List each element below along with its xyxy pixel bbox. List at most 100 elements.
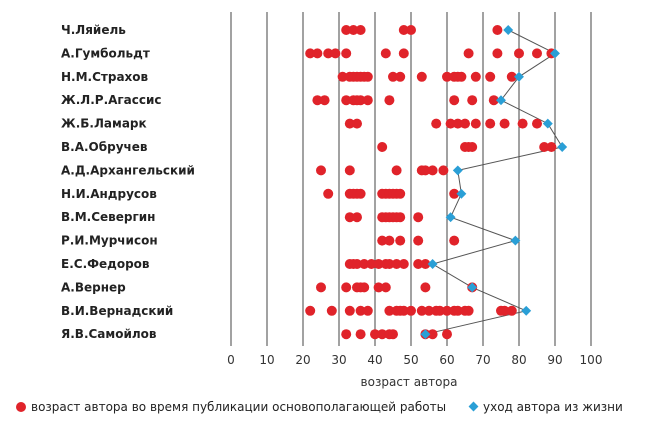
death-marker bbox=[514, 71, 524, 82]
death-marker bbox=[521, 305, 532, 316]
publication-point bbox=[395, 188, 406, 199]
publication-point bbox=[532, 118, 542, 129]
death-marker bbox=[456, 188, 467, 199]
publication-point bbox=[413, 235, 424, 246]
publication-point bbox=[442, 71, 452, 82]
publication-point bbox=[377, 142, 388, 152]
author-labels: Ч.Ляйель А.Гумбольдт Н.М.Страхов Ж.Л.Р.Агас… bbox=[61, 23, 195, 341]
publication-point bbox=[330, 48, 341, 59]
legend-death-label: уход автора из жизни bbox=[483, 400, 623, 414]
publication-point bbox=[463, 305, 474, 316]
publication-point bbox=[492, 48, 503, 59]
death-marker bbox=[557, 142, 568, 152]
legend: возраст автора во время публикации основ… bbox=[16, 400, 623, 414]
publication-point bbox=[398, 259, 409, 269]
publication-point bbox=[460, 118, 470, 129]
publication-point bbox=[424, 305, 434, 316]
publication-point bbox=[391, 259, 402, 269]
publication-point bbox=[323, 48, 334, 59]
author-label: Я.В.Самойлов bbox=[61, 327, 157, 341]
publication-point bbox=[362, 305, 373, 316]
legend-death-marker bbox=[468, 401, 479, 412]
publication-point bbox=[416, 305, 427, 316]
publication-point bbox=[499, 118, 510, 129]
publication-point bbox=[517, 118, 528, 129]
publication-point bbox=[380, 282, 391, 293]
publication-point bbox=[470, 71, 481, 82]
publication-point bbox=[506, 71, 517, 82]
publication-point bbox=[352, 118, 362, 129]
x-tick-label-100: 100 bbox=[580, 353, 603, 367]
publication-point bbox=[452, 305, 463, 316]
publication-point bbox=[406, 25, 416, 35]
publication-point bbox=[323, 188, 334, 199]
author-label: Н.М.Страхов bbox=[61, 70, 149, 84]
publication-point bbox=[532, 48, 542, 59]
death-marker bbox=[503, 25, 514, 35]
publication-point bbox=[312, 48, 323, 59]
publication-point bbox=[492, 25, 503, 35]
death-marker bbox=[445, 212, 456, 223]
publication-point bbox=[380, 48, 391, 59]
publication-point bbox=[467, 142, 478, 152]
x-tick-label-60: 60 bbox=[439, 353, 454, 367]
publication-point bbox=[341, 282, 352, 293]
death-marker bbox=[420, 329, 431, 340]
publication-point bbox=[485, 118, 496, 129]
author-label: А.Вернер bbox=[61, 280, 126, 294]
publication-point bbox=[341, 48, 352, 59]
publication-point bbox=[427, 329, 438, 340]
author-label: В.А.Обручев bbox=[61, 140, 148, 154]
author-label: Е.С.Федоров bbox=[61, 257, 150, 271]
publication-point bbox=[344, 212, 355, 223]
publication-point bbox=[449, 188, 460, 199]
publication-point bbox=[449, 235, 460, 246]
publication-point bbox=[413, 212, 424, 223]
publication-point bbox=[352, 212, 362, 223]
author-label: Н.И.Андрусов bbox=[61, 187, 157, 201]
publication-point bbox=[355, 95, 366, 106]
publication-point bbox=[344, 118, 355, 129]
publication-point bbox=[506, 305, 517, 316]
death-marker bbox=[496, 95, 506, 106]
publication-point bbox=[377, 235, 388, 246]
publication-point bbox=[326, 305, 337, 316]
publication-point bbox=[362, 71, 373, 82]
publication-point bbox=[395, 212, 406, 223]
publication-point bbox=[355, 25, 366, 35]
x-tick-label-10: 10 bbox=[259, 353, 274, 367]
publication-point bbox=[427, 165, 438, 176]
publication-point bbox=[370, 329, 380, 340]
publication-point bbox=[388, 71, 398, 82]
publication-point bbox=[395, 235, 406, 246]
publication-point bbox=[470, 118, 481, 129]
publication-point bbox=[463, 48, 474, 59]
publication-point bbox=[445, 118, 456, 129]
publication-point bbox=[355, 329, 366, 340]
publication-point bbox=[398, 48, 409, 59]
publication-point bbox=[406, 305, 416, 316]
publication-point bbox=[442, 329, 452, 340]
publication-point bbox=[355, 188, 366, 199]
author-label: В.И.Вернадский bbox=[61, 304, 173, 318]
publication-point bbox=[449, 95, 460, 106]
x-tick-label-0: 0 bbox=[227, 353, 235, 367]
x-axis-ticks: 0 10 20 30 40 50 60 70 80 90 100 bbox=[227, 353, 602, 367]
publication-point bbox=[416, 71, 427, 82]
publication-point bbox=[341, 329, 352, 340]
publication-point bbox=[305, 305, 316, 316]
grid-lines bbox=[230, 12, 592, 346]
death-line bbox=[425, 29, 563, 335]
publication-point bbox=[431, 118, 442, 129]
publication-point bbox=[391, 165, 402, 176]
publication-point bbox=[348, 25, 359, 35]
publication-point bbox=[442, 305, 452, 316]
publication-point bbox=[485, 71, 496, 82]
publication-point bbox=[362, 95, 373, 106]
publication-point bbox=[305, 48, 316, 59]
x-tick-label-90: 90 bbox=[547, 353, 562, 367]
death-marker bbox=[550, 48, 560, 59]
x-tick-label-50: 50 bbox=[403, 353, 418, 367]
publication-point bbox=[398, 305, 409, 316]
